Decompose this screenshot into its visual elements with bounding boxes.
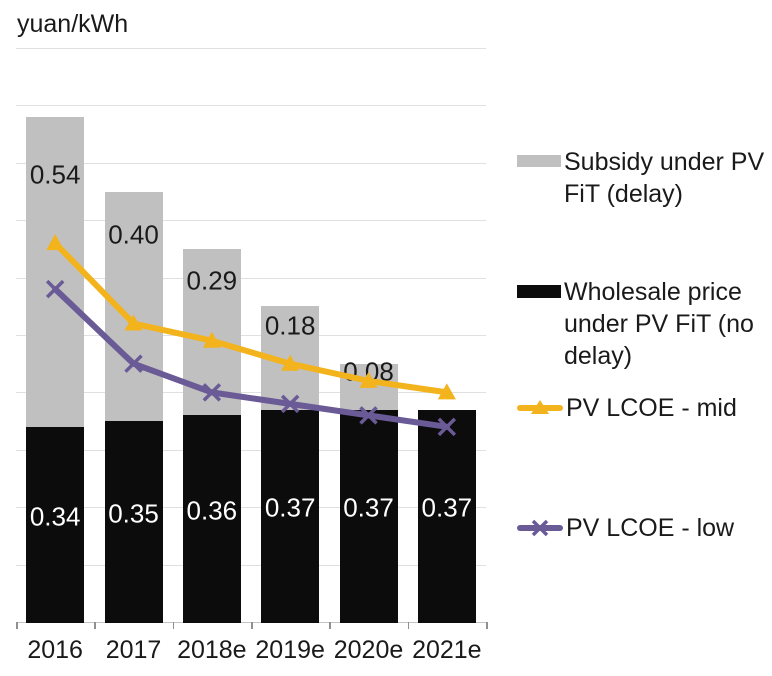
- gridline: [16, 277, 486, 279]
- legend-swatch-lcoe-mid-line-icon: [517, 400, 563, 414]
- legend-item-wholesale: Wholesale price under PV FiT (no delay): [517, 276, 770, 372]
- x-axis-category-label: 2016: [27, 636, 83, 664]
- wholesale-value-label: 0.37: [264, 492, 316, 523]
- wholesale-value-label: 0.34: [29, 501, 81, 532]
- gridline: [16, 162, 486, 164]
- legend-swatch-subsidy-bar-icon: [517, 155, 561, 167]
- x-axis-tick: [329, 622, 331, 629]
- triangle-marker-icon: [531, 400, 549, 414]
- legend-label-subsidy: Subsidy under PV FiT (delay): [564, 148, 765, 208]
- bar-segment-wholesale: [182, 415, 241, 623]
- legend-item-lcoe-mid: PV LCOE - mid: [517, 392, 772, 424]
- bar-segment-wholesale: [26, 426, 85, 623]
- x-axis-tick: [251, 622, 253, 629]
- x-axis-tick: [172, 622, 175, 629]
- gridline: [16, 48, 486, 49]
- subsidy-value-label: 0.54: [29, 159, 81, 190]
- x-axis-category-label: 2019e: [255, 636, 325, 664]
- x-axis-tick: [486, 622, 488, 629]
- legend-item-lcoe-low: PV LCOE - low: [517, 512, 772, 544]
- triangle-marker-icon: [437, 383, 456, 400]
- gridline: [16, 564, 486, 566]
- bar-segment-wholesale: [417, 409, 476, 623]
- subsidy-value-label: 0.29: [186, 265, 238, 296]
- legend-label-wholesale: Wholesale price under PV FiT (no delay): [564, 278, 754, 370]
- wholesale-value-label: 0.36: [186, 495, 238, 526]
- wholesale-value-label: 0.37: [421, 492, 473, 523]
- gridline: [16, 392, 486, 394]
- x-axis-category-label: 2017: [105, 636, 162, 664]
- subsidy-value-label: 0.18: [264, 310, 316, 341]
- wholesale-value-label: 0.35: [108, 498, 159, 529]
- legend-label-lcoe-mid: PV LCOE - mid: [566, 394, 737, 422]
- gridline: [16, 507, 486, 509]
- legend-swatch-wholesale-bar-icon: [517, 285, 561, 298]
- gridline: [16, 449, 486, 451]
- legend-label-lcoe-low: PV LCOE - low: [566, 514, 735, 542]
- legend-item-subsidy: Subsidy under PV FiT (delay): [517, 146, 770, 210]
- x-axis-category-label: 2020e: [333, 636, 404, 664]
- subsidy-value-label: 0.40: [108, 219, 159, 250]
- x-axis-category-label: 2021e: [412, 636, 482, 664]
- gridline: [16, 335, 486, 336]
- x-axis-tick: [16, 622, 18, 629]
- bar-segment-wholesale: [261, 409, 320, 623]
- x-axis-tick: [94, 622, 96, 629]
- gridline: [16, 220, 486, 222]
- x-axis-tick: [407, 622, 410, 629]
- subsidy-value-label: 0.08: [343, 356, 394, 387]
- x-marker-icon: [531, 519, 549, 537]
- bar-segment-wholesale: [104, 421, 163, 623]
- legend-swatch-lcoe-low-line-icon: [517, 519, 563, 537]
- x-axis-category-label: 2018e: [177, 636, 247, 664]
- gridline: [16, 105, 486, 107]
- bar-segment-wholesale: [339, 409, 398, 623]
- y-axis-unit-label: yuan/kWh: [17, 10, 129, 38]
- wholesale-value-label: 0.37: [343, 492, 394, 523]
